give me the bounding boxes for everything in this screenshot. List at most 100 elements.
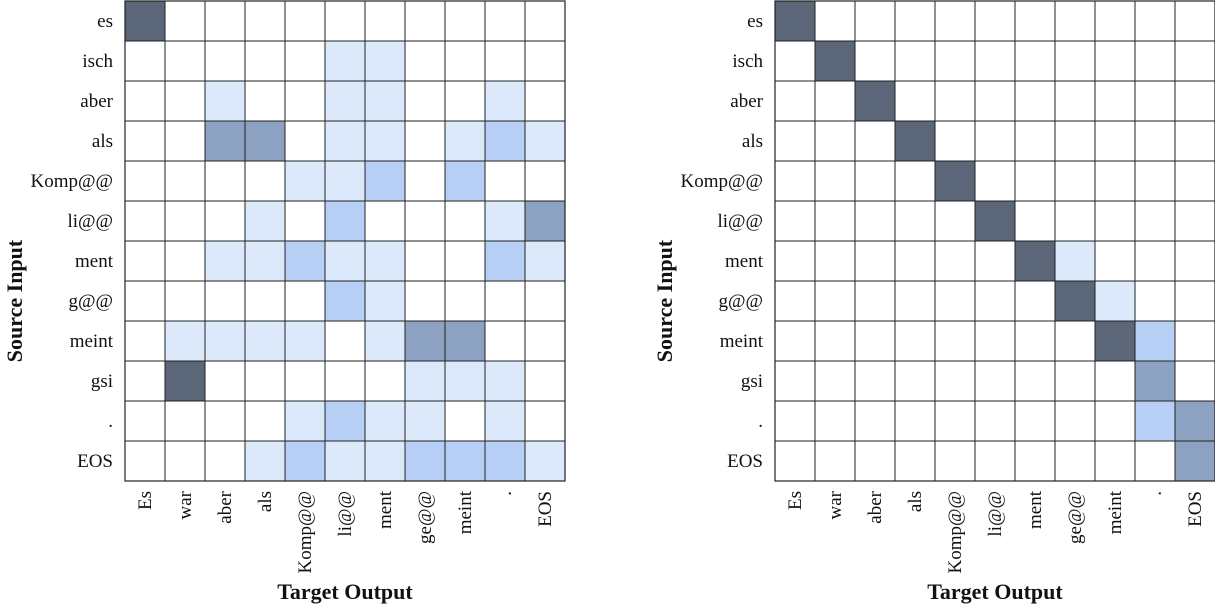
heatmap-cell (854, 120, 896, 162)
heatmap-cell (1014, 200, 1056, 242)
heatmap-cell (524, 400, 566, 442)
heatmap-cell (894, 440, 936, 482)
heatmap-cell (934, 320, 976, 362)
heatmap-cell (524, 0, 566, 42)
heatmap-cell (404, 280, 446, 322)
heatmap-cell (284, 280, 326, 322)
heatmap-cell (284, 0, 326, 42)
heatmap-cell (204, 320, 246, 362)
heatmap-cell (1134, 320, 1176, 362)
heatmap-cell (1094, 80, 1136, 122)
heatmap-cell (1094, 280, 1136, 322)
heatmap-cell (204, 280, 246, 322)
heatmap-cell (404, 320, 446, 362)
heatmap-cell (204, 80, 246, 122)
column-label: li@@ (335, 491, 356, 537)
heatmap-cell (1134, 0, 1176, 42)
heatmap-cell (324, 360, 366, 402)
heatmap-cell (364, 360, 406, 402)
heatmap-cell (164, 200, 206, 242)
heatmap-cell (1134, 200, 1176, 242)
heatmap-cell (774, 240, 816, 282)
heatmap-cell (404, 80, 446, 122)
heatmap-cell (1134, 440, 1176, 482)
heatmap-cell (1174, 160, 1215, 202)
row-label: li@@ (67, 211, 113, 232)
heatmap-cell (774, 320, 816, 362)
heatmap-cell (284, 360, 326, 402)
column-label: war (825, 490, 846, 519)
heatmap-cell (934, 160, 976, 202)
heatmap-cell (364, 40, 406, 82)
heatmap-cell (244, 400, 286, 442)
column-label: . (495, 491, 516, 496)
heatmap-cell (204, 40, 246, 82)
heatmap-cell (484, 0, 526, 42)
column-label: aber (865, 490, 886, 523)
column-label: li@@ (985, 491, 1006, 537)
heatmap-cell (814, 200, 856, 242)
heatmap-cell (164, 360, 206, 402)
heatmap-cell (404, 240, 446, 282)
heatmap-cell (244, 360, 286, 402)
heatmap-cell (1174, 320, 1215, 362)
heatmap-cell (934, 360, 976, 402)
heatmap-cell (324, 400, 366, 442)
row-label: . (758, 411, 763, 432)
heatmap-cell (244, 0, 286, 42)
y-axis-title: Source Input (652, 239, 677, 362)
heatmap-cell (124, 160, 166, 202)
heatmap-cell (1014, 360, 1056, 402)
heatmap-cell (1134, 120, 1176, 162)
heatmap-cell (124, 440, 166, 482)
heatmap-cell (364, 120, 406, 162)
heatmap-cell (404, 360, 446, 402)
heatmap-cell (974, 440, 1016, 482)
heatmap-cell (1134, 240, 1176, 282)
heatmap-border (124, 0, 566, 482)
heatmap-cell (284, 440, 326, 482)
heatmap-cell (124, 240, 166, 282)
heatmap-cell (204, 200, 246, 242)
column-label: ment (375, 490, 396, 529)
heatmap-cell (854, 400, 896, 442)
heatmap-cell (974, 240, 1016, 282)
heatmap-cell (974, 360, 1016, 402)
heatmap-cell (1054, 440, 1096, 482)
heatmap-cell (164, 80, 206, 122)
heatmap-cell (1054, 400, 1096, 442)
heatmap-cell (404, 440, 446, 482)
heatmap-cell (364, 280, 406, 322)
heatmap-cell (814, 40, 856, 82)
heatmap-cell (934, 0, 976, 42)
row-label: g@@ (719, 291, 764, 312)
heatmap-cell (444, 160, 486, 202)
heatmap-cell (894, 240, 936, 282)
heatmap-cell (934, 80, 976, 122)
column-label: ge@@ (415, 491, 436, 544)
column-label: . (1145, 491, 1166, 496)
heatmap-cell (164, 280, 206, 322)
heatmap-cell (484, 40, 526, 82)
row-label: EOS (77, 451, 113, 472)
heatmap-cell (774, 360, 816, 402)
heatmap-cell (1174, 440, 1215, 482)
heatmap-panel-right: esischaberalsKomp@@li@@mentg@@meintgsi.E… (652, 0, 1215, 604)
heatmap-cell (1014, 280, 1056, 322)
heatmap-cell (974, 400, 1016, 442)
heatmap-cell (484, 440, 526, 482)
column-label: als (905, 491, 926, 512)
heatmap-cell (244, 440, 286, 482)
heatmap-cell (444, 240, 486, 282)
heatmap-cell (324, 200, 366, 242)
heatmap-cell (1094, 320, 1136, 362)
heatmap-cell (1094, 120, 1136, 162)
heatmap-cell (1134, 80, 1176, 122)
row-label: EOS (727, 451, 763, 472)
heatmap-cell (364, 400, 406, 442)
heatmap-cell (1054, 240, 1096, 282)
heatmap-cell (814, 80, 856, 122)
heatmap-cell (284, 240, 326, 282)
heatmap-cell (1014, 120, 1056, 162)
heatmap-cell (774, 440, 816, 482)
